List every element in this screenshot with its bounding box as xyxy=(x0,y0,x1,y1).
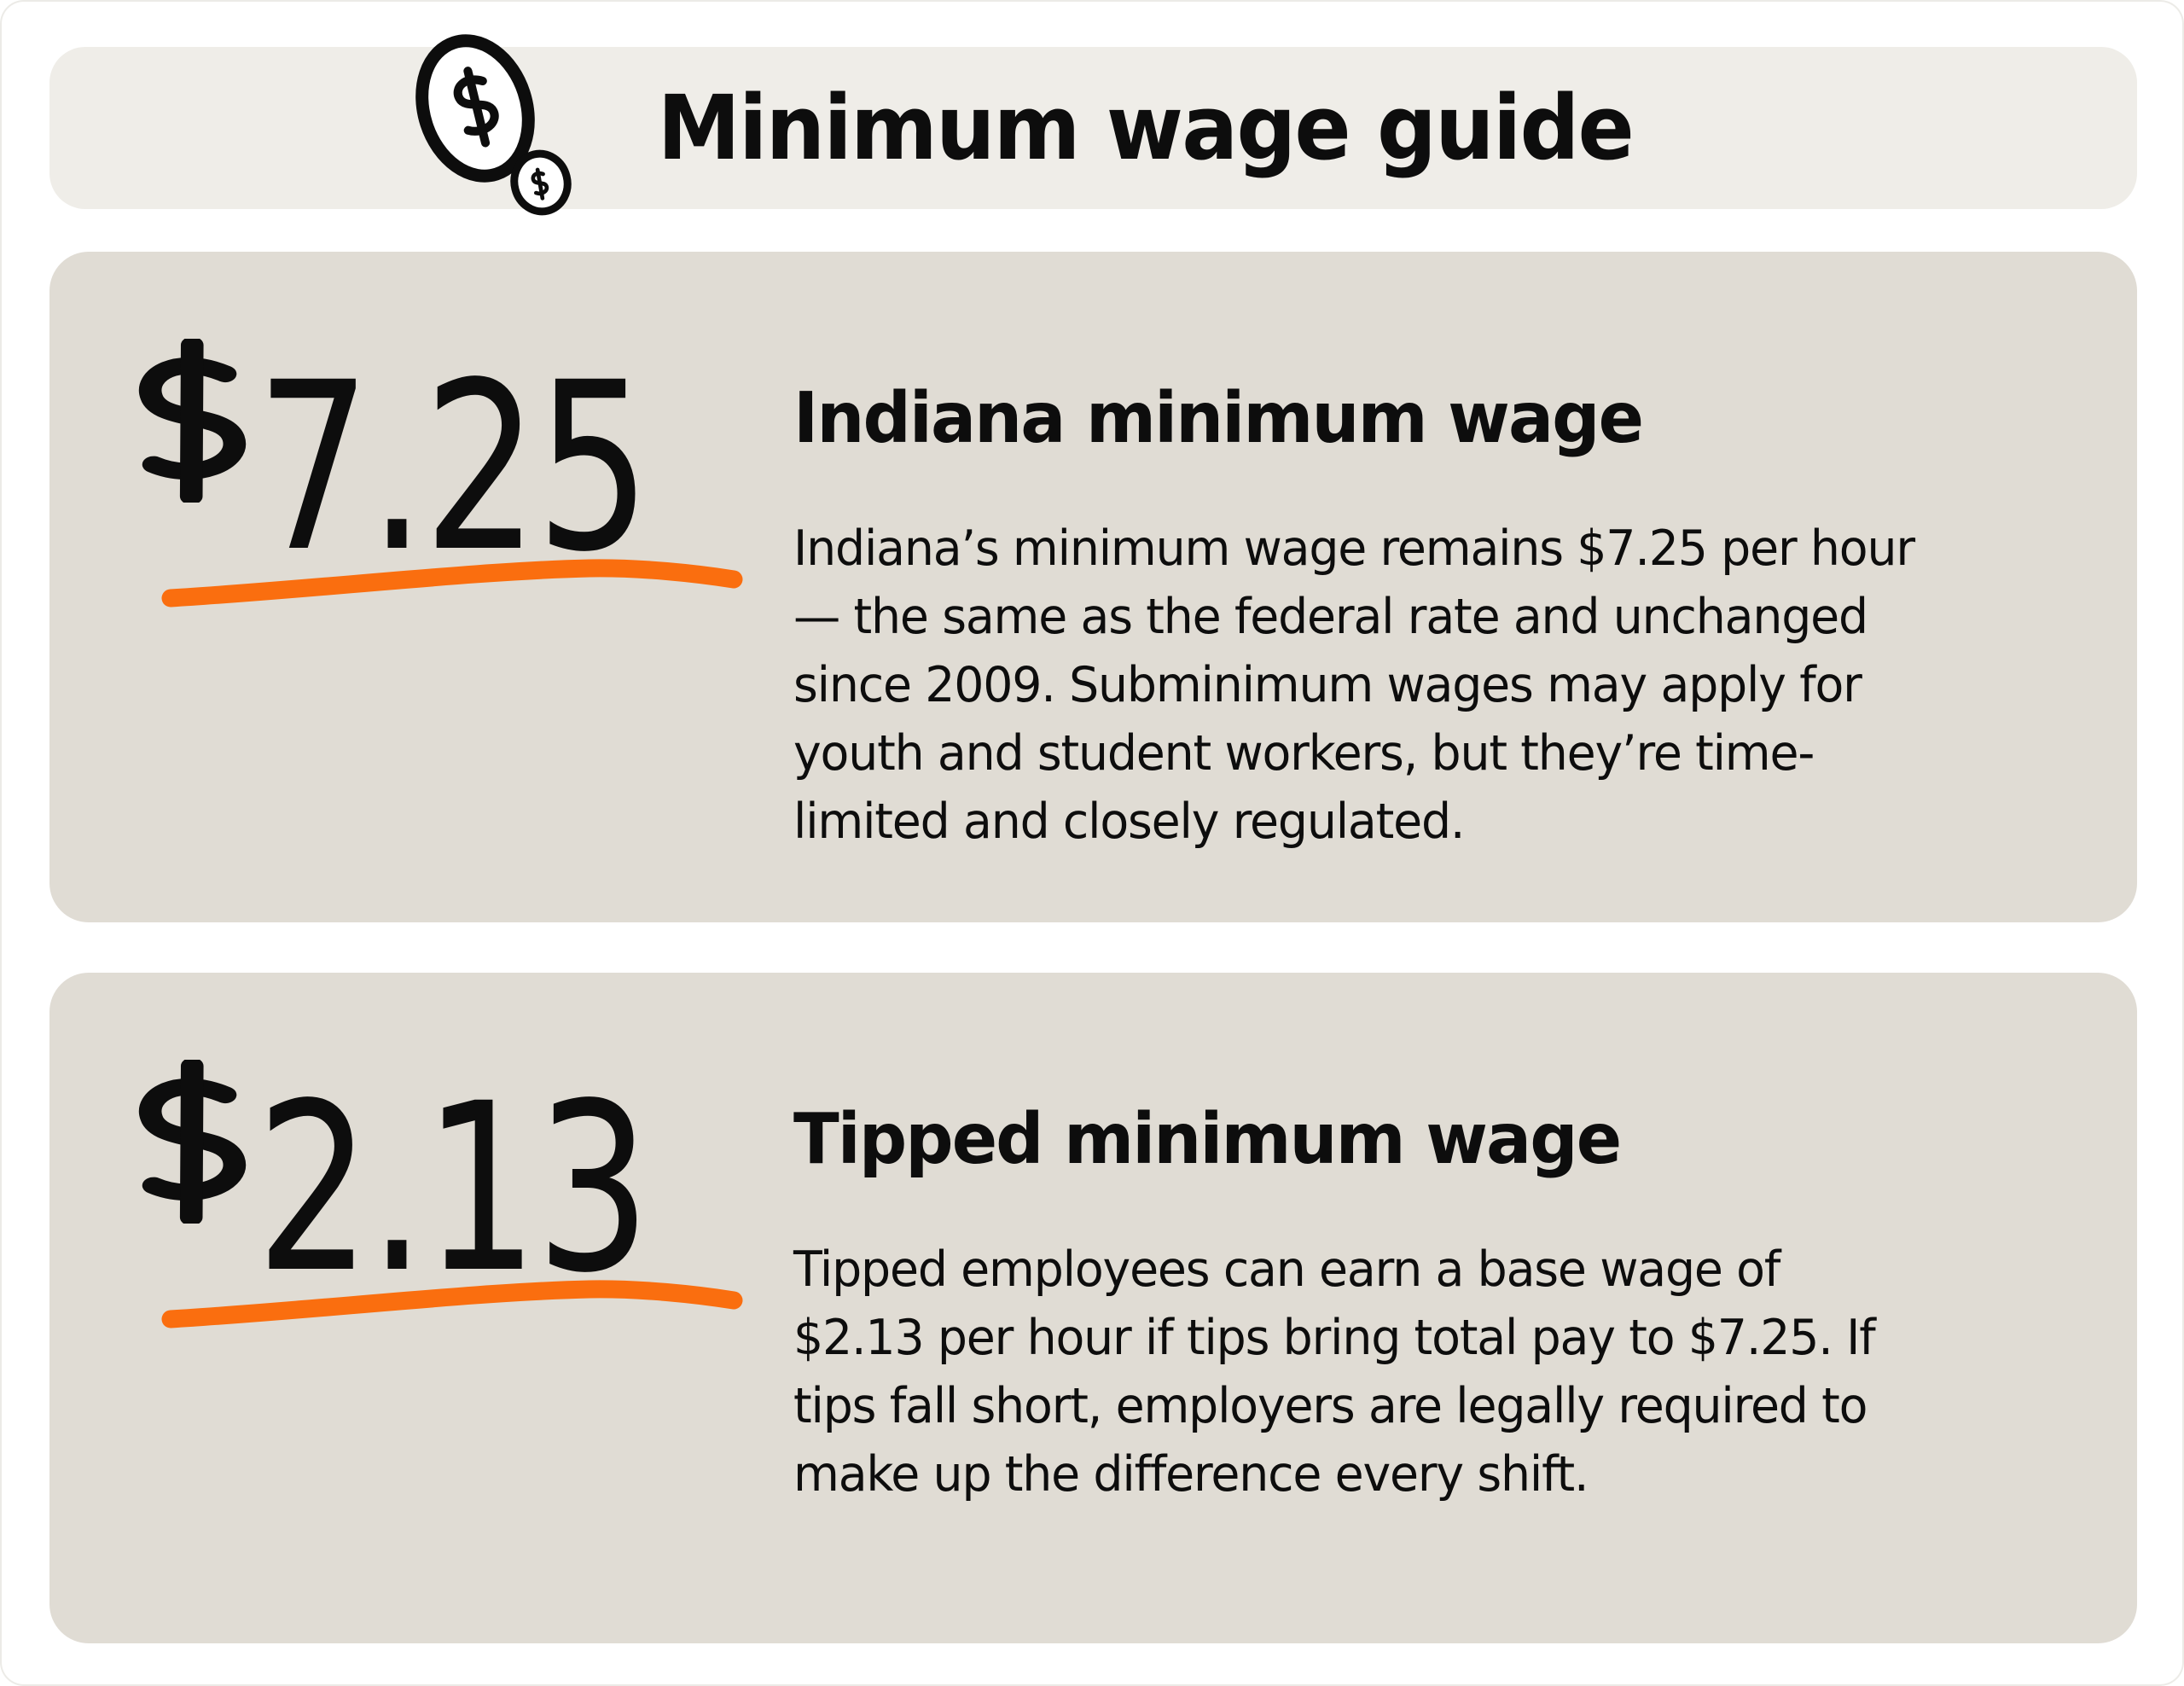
amount-value: 2.13 xyxy=(256,1055,651,1324)
hand-drawn-dollar-icon xyxy=(138,339,247,503)
orange-underline-icon xyxy=(161,1280,743,1328)
amount-value: 7.25 xyxy=(256,334,651,603)
card-body-text: Tipped employees can earn a base wage of… xyxy=(793,1241,1876,1503)
card-indiana-minimum-wage: 7.25 Indiana minimum wage Indiana’s mini… xyxy=(49,252,2137,922)
page-title: Minimum wage guide xyxy=(657,76,1635,180)
card-heading: Indiana minimum wage xyxy=(793,378,1644,459)
header-banner: Minimum wage guide xyxy=(49,34,2137,216)
orange-underline-icon xyxy=(161,559,743,608)
hand-drawn-dollar-icon xyxy=(138,1060,247,1224)
card-tipped-minimum-wage: 2.13 Tipped minimum wage Tipped employee… xyxy=(49,973,2137,1643)
card-heading: Tipped minimum wage xyxy=(793,1099,1622,1180)
dollar-coins-icon xyxy=(415,34,572,216)
card-body-text: Indiana’s minimum wage remains $7.25 per… xyxy=(793,520,1915,850)
